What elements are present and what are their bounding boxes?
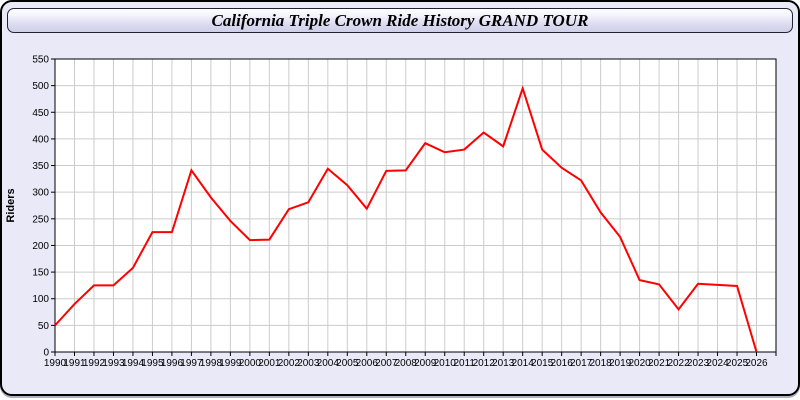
x-tick-label: 2017: [570, 358, 593, 369]
x-tick-label: 2025: [726, 358, 749, 369]
x-tick-label: 1994: [122, 358, 145, 369]
x-tick-label: 1999: [219, 358, 242, 369]
y-tick-label: 0: [43, 348, 49, 359]
y-tick-label: 400: [32, 134, 49, 145]
x-tick-label: 2009: [414, 358, 437, 369]
y-tick-label: 50: [38, 321, 50, 332]
x-tick-label: 2011: [453, 358, 475, 369]
x-tick-label: 2002: [278, 358, 301, 369]
ride-history-chart: 0501001502002503003504004505005501990199…: [5, 55, 777, 369]
x-tick-label: 2021: [648, 358, 671, 369]
x-tick-label: 2023: [687, 358, 710, 369]
chart-title-bar: California Triple Crown Ride History GRA…: [7, 8, 793, 33]
x-tick-label: 2007: [375, 358, 398, 369]
chart-area: 0 50 100 150 200 250 300 350 400 450 500 550 1990 199…: [2, 2, 798, 394]
x-tick-label: 2012: [473, 358, 496, 369]
x-tick-label: 2022: [667, 358, 690, 369]
x-tick-label: 1995: [141, 358, 164, 369]
x-tick-label: 2013: [492, 358, 515, 369]
y-tick-label: 150: [32, 268, 49, 279]
x-tick-label: 2004: [317, 358, 340, 369]
x-tick-label: 2016: [551, 358, 574, 369]
chart-title: California Triple Crown Ride History GRA…: [211, 10, 589, 30]
plot-background: [55, 59, 776, 352]
x-tick-label: 1998: [200, 358, 223, 369]
x-tick-label: 1990: [44, 358, 67, 369]
x-tick-label: 2005: [336, 358, 359, 369]
x-tick-label: 2008: [395, 358, 418, 369]
x-tick-label: 2015: [531, 358, 554, 369]
y-tick-label: 100: [32, 294, 49, 305]
y-tick-label: 250: [32, 214, 49, 225]
y-tick-label: 500: [32, 81, 49, 92]
x-tick-label: 1992: [83, 358, 106, 369]
riders-line: [54, 85, 758, 353]
x-tick-label: 2010: [434, 358, 457, 369]
y-tick-label: 300: [32, 188, 49, 199]
x-tick-label: 2006: [356, 358, 379, 369]
x-tick-label: 2024: [706, 358, 729, 369]
y-tick-label: 350: [32, 161, 49, 172]
y-tick-label: 550: [32, 55, 49, 66]
x-tick-label: 1991: [63, 358, 86, 369]
x-tick-label: 2019: [609, 358, 632, 369]
x-tick-label: 2000: [239, 358, 262, 369]
plot-border: [54, 58, 777, 353]
x-tick-label: 2014: [512, 358, 535, 369]
x-tick-label: 1993: [102, 358, 125, 369]
x-tick-label: 2001: [258, 358, 281, 369]
x-tick-label: 2026: [745, 358, 768, 369]
y-tick-label: 200: [32, 241, 49, 252]
x-tick-label: 2018: [589, 358, 612, 369]
x-tick-label: 1996: [161, 358, 184, 369]
x-tick-label: 1997: [180, 358, 203, 369]
x-tick-label: 2020: [628, 358, 651, 369]
y-tick-label: 450: [32, 108, 49, 119]
x-tick-label: 2003: [297, 358, 320, 369]
y-axis-title: Riders: [5, 188, 17, 222]
